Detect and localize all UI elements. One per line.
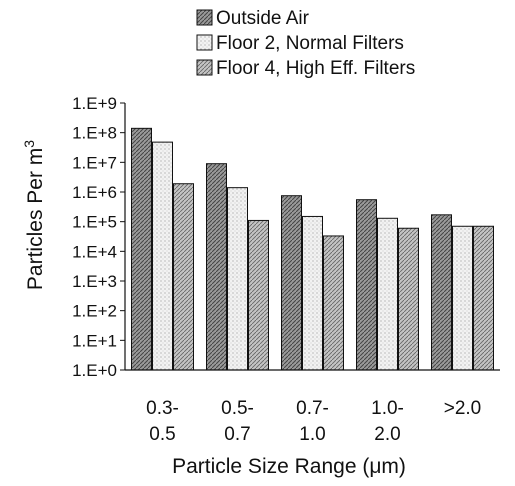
legend-swatch (196, 9, 213, 26)
y-tick-label: 1.E+3 (72, 272, 117, 291)
bar (281, 195, 302, 371)
x-tick-label: 0.3- (146, 398, 179, 419)
y-axis-title: Particles Per m3 (21, 140, 47, 290)
bar (323, 235, 344, 371)
bar (152, 141, 173, 371)
y-tick-label: 1.E+0 (72, 361, 117, 380)
y-tick-label: 1.E+2 (72, 302, 117, 321)
x-tick-label: 0.7- (296, 398, 329, 419)
bar (473, 225, 494, 371)
bar (377, 217, 398, 371)
x-tick-label: >2.0 (444, 398, 482, 419)
x-tick-label: 1.0- (371, 398, 404, 419)
y-axis-title-superscript: 3 (21, 140, 37, 148)
x-tick-label: 0.5 (149, 424, 175, 445)
legend-label: Floor 4, High Eff. Filters (216, 58, 415, 79)
y-tick-label: 1.E+6 (72, 183, 117, 202)
legend: Outside Air Floor 2, Normal Filters Floor … (196, 8, 415, 79)
bar (356, 199, 377, 371)
bar (452, 225, 473, 371)
legend-label: Floor 2, Normal Filters (216, 33, 404, 54)
y-tick-label: 1.E+8 (72, 124, 117, 143)
bar (398, 227, 419, 371)
x-tick-label: 0.7 (224, 424, 250, 445)
bar (173, 183, 194, 371)
legend-swatch (196, 34, 213, 51)
y-tick-label: 1.E+5 (72, 213, 117, 232)
bar (248, 219, 269, 371)
legend-swatch (196, 59, 213, 76)
x-tick-label: 0.5- (221, 398, 254, 419)
bar (302, 215, 323, 371)
bar (206, 163, 227, 371)
y-tick-label: 1.E+1 (72, 331, 117, 350)
y-tick-label: 1.E+4 (72, 242, 117, 261)
axes: 1.E+0 1.E+1 1.E+2 1.E+3 1.E+4 1.E+5 1.E+6 1.E+7… (72, 94, 500, 445)
bars (131, 127, 494, 371)
bar (227, 187, 248, 371)
bar (131, 127, 152, 371)
x-tick-label: 1.0 (299, 424, 325, 445)
y-tick-label: 1.E+9 (72, 94, 117, 113)
x-axis-title: Particle Size Range (μm) (172, 455, 406, 478)
y-tick-label: 1.E+7 (72, 153, 117, 172)
bar (431, 214, 452, 371)
legend-label: Outside Air (216, 8, 310, 29)
x-tick-label: 2.0 (374, 424, 400, 445)
